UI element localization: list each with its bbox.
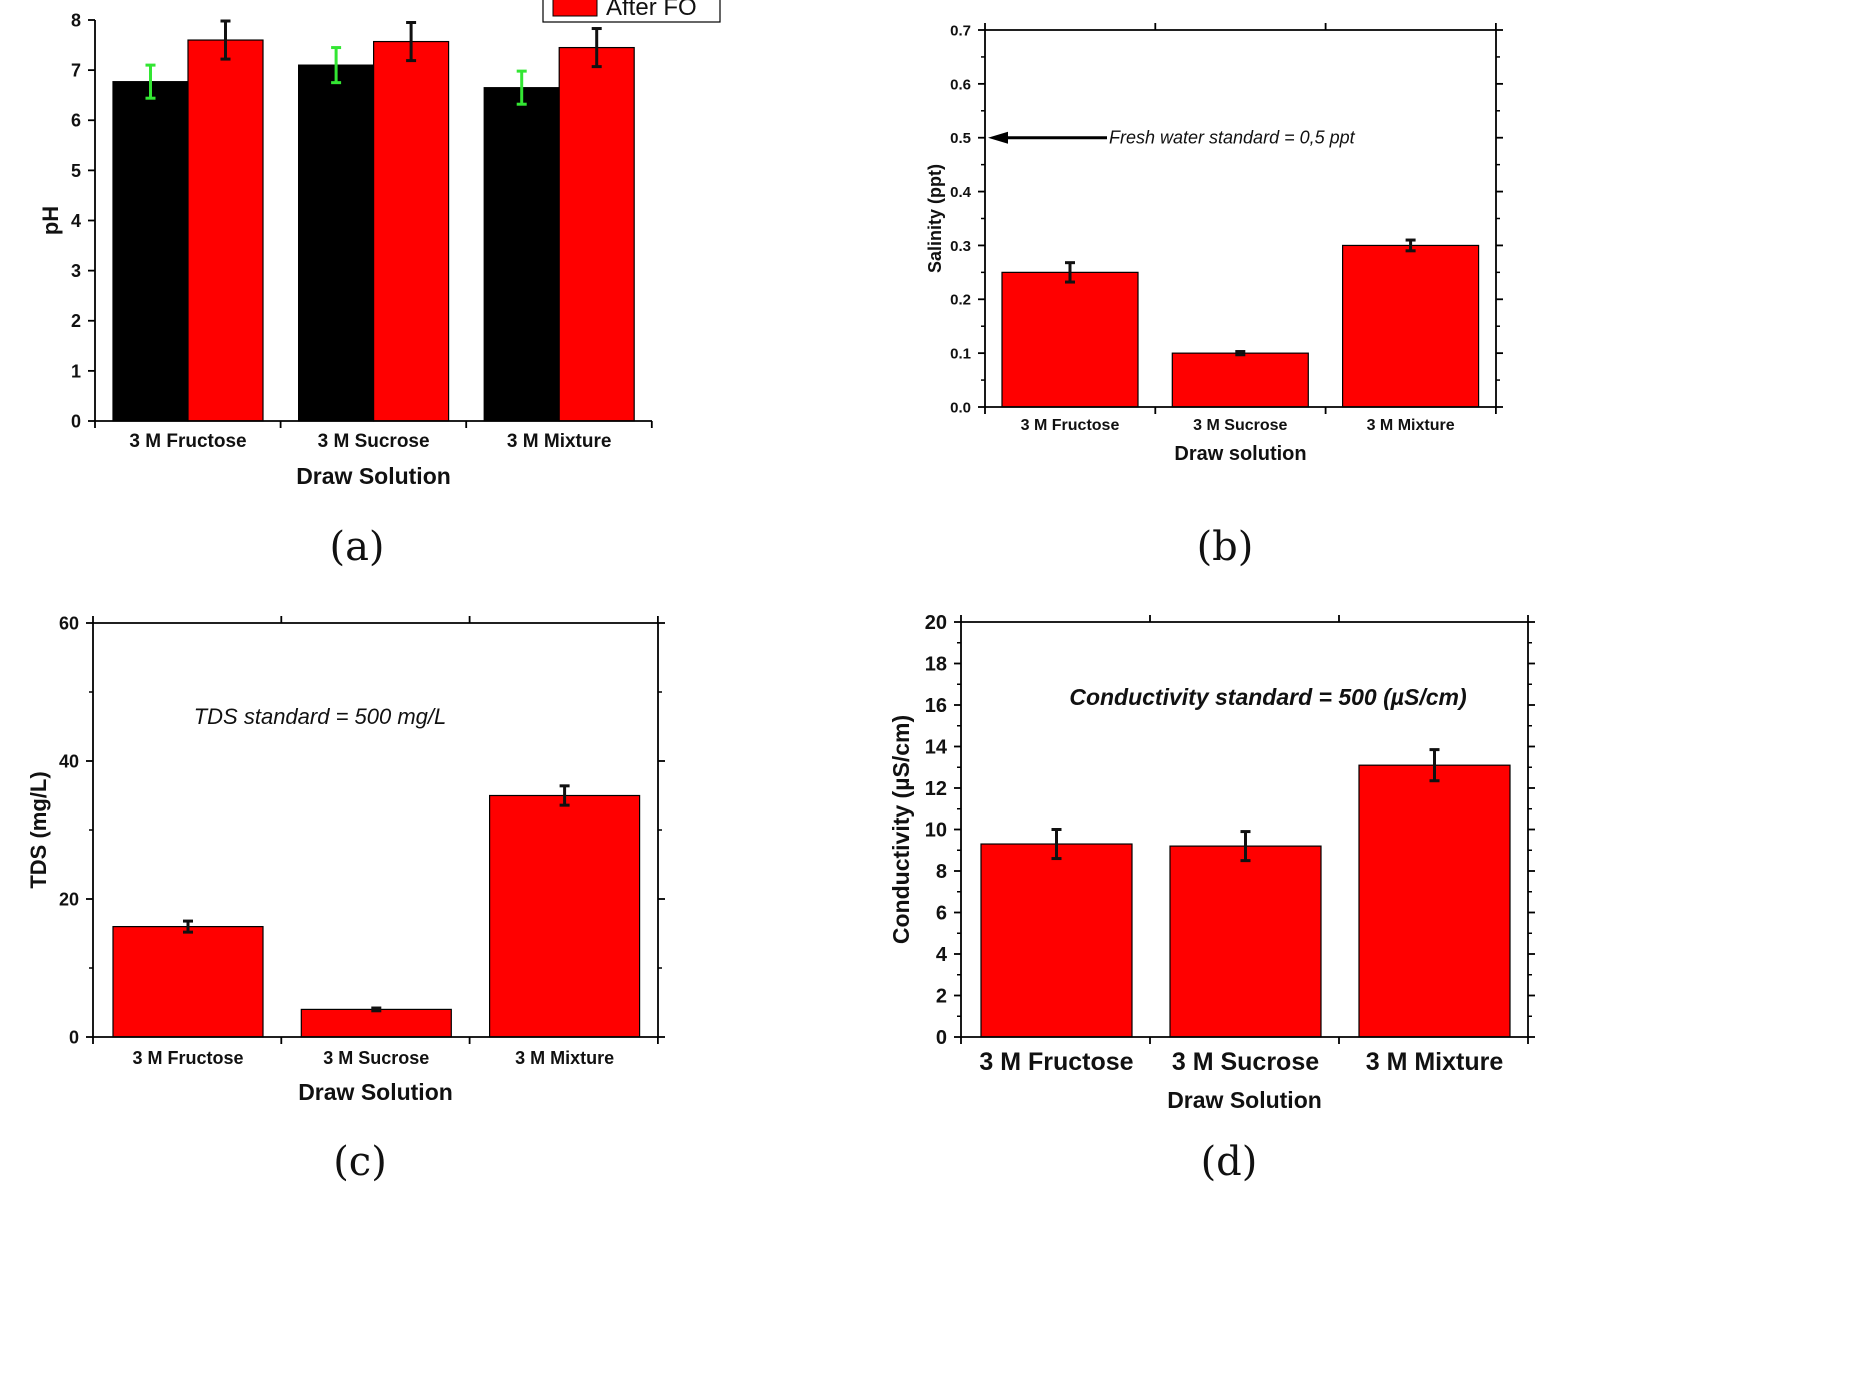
error-bar [1405,238,1416,253]
error-bar [516,69,527,106]
y-tick-label: 2 [71,311,81,331]
y-axis-label: Salinity (ppt) [925,164,945,273]
x-tick-label: 3 M Fructose [979,1048,1133,1076]
chart-panel-a: 0 1 2 3 4 5 6 7 8 3 M Fructose 3 M Sucrose 3 M Mixt… [38,0,721,570]
legend-label-after: After FO [606,0,697,21]
error-bar [220,19,231,61]
y-tick-label: 0.6 [950,76,971,93]
bar [1169,845,1322,1038]
y-tick-label: 20 [925,612,947,634]
bar [187,39,264,422]
bar [298,64,375,422]
y-tick-label: 7 [71,61,81,81]
panel-label: (a) [329,524,384,570]
legend-swatch-after [552,0,598,17]
y-tick-label: 6 [71,111,81,131]
y-tick-label: 0 [69,1027,79,1047]
error-bar [1429,748,1440,783]
y-tick-label: 0.1 [950,346,971,363]
y-tick-label: 0 [71,411,81,431]
bar [980,843,1133,1038]
y-axis-label: pH [38,206,63,235]
bar [112,925,264,1038]
y-tick-label: 6 [936,903,947,925]
x-axis-label: Draw solution [1174,443,1306,465]
legend: After FO [542,0,721,23]
arrow-head-icon [988,131,1008,144]
panel-label: (c) [333,1139,387,1185]
bar [112,81,189,422]
y-tick-label: 12 [925,778,947,800]
chart-panel-b: 0.0 0.1 0.2 0.3 0.4 0.5 0.6 0.7 3 M Fructose 3 M … [925,22,1503,570]
error-bar [183,919,193,934]
x-tick-label: 3 M Mixture [515,1048,614,1068]
x-tick-label: 3 M Mixture [1366,1048,1504,1076]
y-tick-label: 18 [925,654,947,676]
y-tick-label: 3 [71,261,81,281]
y-tick-label: 20 [59,889,79,909]
error-bar [1235,350,1246,357]
y-tick-label: 10 [925,820,947,842]
y-tick-label: 40 [59,751,79,771]
y-tick-label: 14 [925,737,948,759]
x-tick-label: 3 M Fructose [129,431,246,452]
error-bar [1051,828,1062,861]
panel-label: (d) [1201,1139,1258,1185]
bar [1358,764,1511,1038]
chart-panel-c: 0 20 40 60 3 M Fructose 3 M Sucrose 3 M Mixtur… [26,613,665,1185]
y-tick-label: 0.7 [950,22,971,39]
x-axis-label: Draw Solution [296,463,451,489]
x-tick-label: 3 M Sucrose [1193,417,1287,434]
bar [1171,352,1309,408]
annotation-text: TDS standard = 500 mg/L [194,704,447,729]
panel-label: (b) [1197,524,1254,570]
error-bar [1065,261,1075,284]
x-axis-label: Draw Solution [1167,1087,1322,1113]
y-tick-label: 1 [71,361,81,381]
y-axis-label: TDS (mg/L) [26,771,51,888]
y-tick-label: 0.0 [950,399,971,416]
y-tick-label: 0.3 [950,238,971,255]
chart-panel-d: 0 2 4 6 8 10 12 14 16 18 20 3 M Fructose 3 M Sucrose… [888,612,1535,1185]
y-tick-label: 60 [59,613,79,633]
y-tick-label: 16 [925,695,947,717]
y-tick-label: 0 [936,1027,947,1049]
x-tick-label: 3 M Sucrose [1172,1048,1319,1076]
y-tick-label: 0.5 [950,130,971,147]
bar [373,40,450,422]
annotation-text: Conductivity standard = 500 (µS/cm) [1069,684,1466,710]
x-tick-label: 3 M Sucrose [323,1048,429,1068]
bar [489,794,641,1038]
x-axis-label: Draw Solution [298,1079,453,1105]
bar [483,87,560,422]
y-tick-label: 4 [71,211,81,231]
x-tick-label: 3 M Fructose [132,1048,243,1068]
y-tick-label: 8 [936,861,947,883]
error-bar [1240,830,1251,863]
error-bar [406,21,417,63]
y-axis-label: Conductivity (µS/cm) [888,715,914,944]
y-tick-label: 0.2 [950,292,971,309]
y-tick-label: 4 [936,944,948,966]
error-bar [559,784,570,807]
annotation-text: Fresh water standard = 0,5 ppt [1109,128,1356,148]
bar [1001,271,1139,408]
error-bar [145,63,156,100]
y-tick-label: 0.4 [950,184,972,201]
bar [300,1008,452,1038]
error-bar [591,27,602,69]
error-bar [331,46,342,85]
x-tick-label: 3 M Mixture [1367,417,1455,434]
x-tick-label: 3 M Mixture [507,431,612,452]
y-tick-label: 5 [71,161,81,181]
bar [1341,244,1480,408]
error-bar [371,1006,382,1013]
x-tick-label: 3 M Fructose [1021,417,1120,434]
y-tick-label: 8 [71,10,81,30]
x-tick-label: 3 M Sucrose [318,431,430,452]
bar [558,46,635,422]
y-tick-label: 2 [936,986,947,1008]
